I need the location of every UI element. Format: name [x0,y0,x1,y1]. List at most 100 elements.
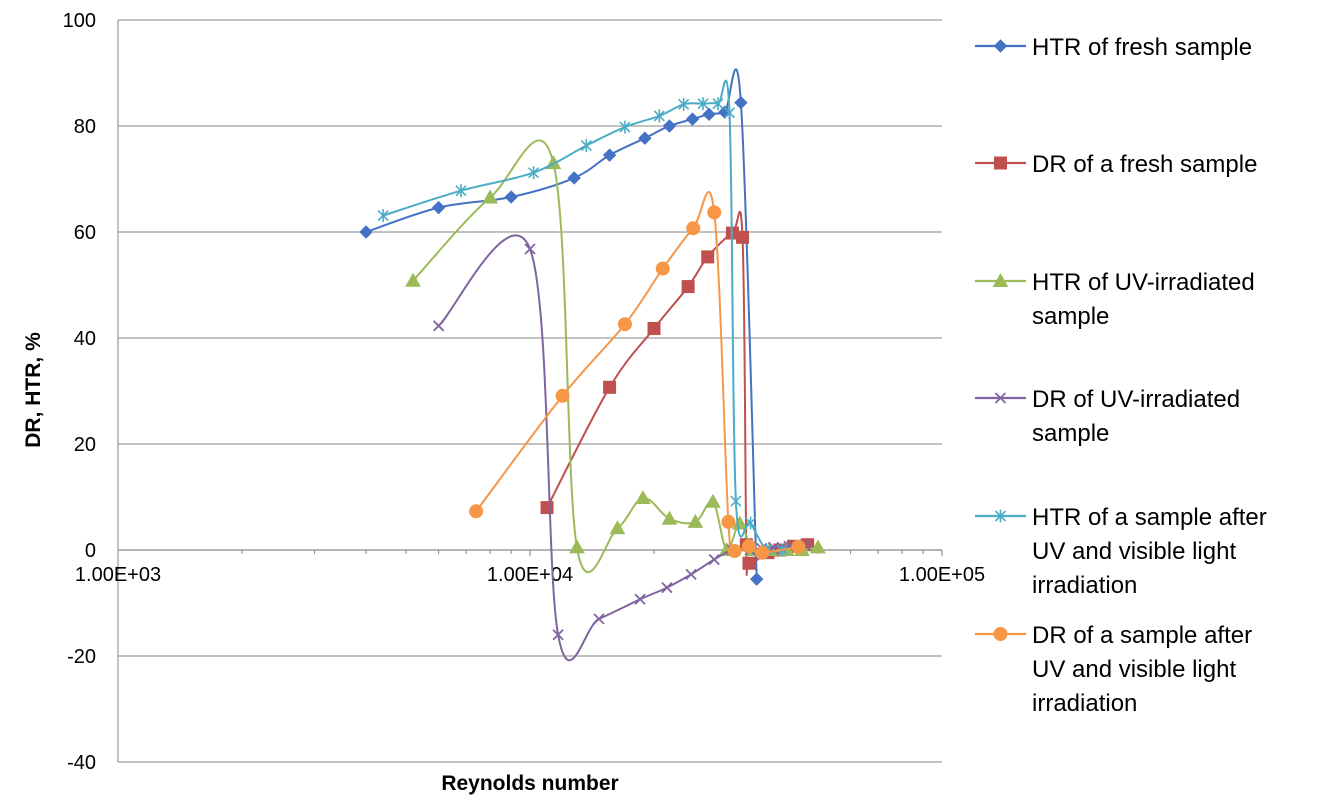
y-tick-label: 100 [63,10,96,32]
series-3-point [609,520,626,535]
series-2-point [742,556,756,570]
series-6-point [655,261,670,276]
series-5-point [580,139,592,153]
series-1-point [602,148,617,162]
series-5-point [377,209,389,223]
series-3-point [731,515,748,530]
legend-item-6-swatch-marker [993,627,1008,641]
series-6 [469,191,806,560]
series-3-point [405,272,421,287]
series-3 [405,139,826,574]
x-tick-label: 1.00E+04 [487,564,573,586]
legend-item-4-label: DR of UV-irradiated [1032,386,1240,413]
legend-item-3-label: sample [1032,303,1109,330]
legend-item-6-label: irradiation [1032,690,1137,717]
legend-item-4: DR of UV-irradiated sample [975,386,1240,447]
series-5-point [723,106,736,120]
legend-item-2: DR of a fresh sample [975,151,1257,178]
series-4-point [552,629,564,641]
series-4-point [685,568,697,581]
y-axis-title: DR, HTR, % [22,332,45,448]
series-3-point [482,189,498,204]
series-6-point [791,539,806,554]
y-tick-label: -40 [67,752,96,774]
series-4-point [432,320,445,332]
series-1-point [567,171,581,185]
series-2-point [736,230,750,244]
series-1-point [359,225,373,239]
legend-item-2-label: DR of a fresh sample [1032,151,1257,178]
series-6-point [721,514,736,529]
series-4-point [661,581,673,594]
series-1-line [365,68,758,580]
series-3-point [635,490,651,505]
series-5-point [678,97,690,111]
legend-item-6: DR of a sample after UV and visible light… [975,622,1252,717]
x-axis-title: Reynolds number [441,772,618,795]
series-5-point [653,109,665,123]
series-6-point [555,388,570,403]
series-3-point [810,539,826,554]
series-5-point [455,184,467,198]
series-4-line [437,234,806,662]
series-4-point [593,613,605,625]
series-2 [540,210,815,576]
grid-lines [118,19,942,763]
series-2-point [540,501,554,515]
legend-item-3-label: HTR of UV-irradiated [1032,269,1255,296]
legend-item-5: HTR of a sample after UV and visible ligh… [975,504,1267,599]
series-3-point [687,513,704,528]
series-1-point [504,190,518,204]
legend-item-6-label: UV and visible light [1032,656,1236,683]
series-6-point [686,221,701,236]
series-5-point [619,120,631,134]
series-1-point [702,107,716,122]
series-5-point [730,494,742,508]
y-tick-label: 80 [74,116,96,138]
series-1-point [638,131,652,145]
axes: -40 -20 0 20 40 60 80 100 1.00E+03 1.00E+04 1.00E+… [63,10,985,774]
legend-item-5-label: irradiation [1032,572,1137,599]
series-2-point [681,280,695,294]
series-2-point [647,321,661,335]
x-tick-label: 1.00E+03 [75,564,161,586]
series-4-point [524,243,536,255]
series-3-point [569,539,585,554]
series-3-point [705,493,721,508]
series-2-point [701,250,715,264]
legend-item-4-swatch-marker [994,392,1007,404]
legend-item-5-label: HTR of a sample after [1032,504,1267,531]
series-2-point [603,380,617,394]
series-5-point [744,516,757,530]
y-tick-label: 60 [74,222,96,244]
series-5-point [712,97,724,111]
series-2-line [546,210,808,576]
y-tick-label: 0 [85,540,96,562]
series-5-line [382,79,783,554]
x-tick-label: 1.00E+05 [899,564,985,586]
series-1-point [685,112,700,126]
series-1-point [734,95,748,110]
series-6-point [469,504,484,519]
series-5-point [527,166,540,180]
series-1 [359,68,764,586]
y-tick-label: -20 [67,646,96,668]
series-6-point [727,544,742,559]
legend-item-1: HTR of fresh sample [975,34,1252,61]
legend-item-6-label: DR of a sample after [1032,622,1252,649]
series-6-point [617,317,632,332]
legend-item-3-swatch-marker [992,272,1009,287]
series-4-point [708,553,720,566]
series-1-point [431,200,446,215]
legend-item-5-swatch-marker [994,509,1007,523]
series-1-point [662,119,677,133]
series-1-point [749,572,764,586]
series-layer [359,68,826,662]
legend-item-1-swatch-marker [993,39,1008,53]
legend-item-3: HTR of UV-irradiated sample [975,269,1255,330]
legend-item-5-label: UV and visible light [1032,538,1236,565]
series-3-point [661,510,678,525]
series-6-point [741,539,756,554]
y-tick-label: 40 [74,328,96,350]
